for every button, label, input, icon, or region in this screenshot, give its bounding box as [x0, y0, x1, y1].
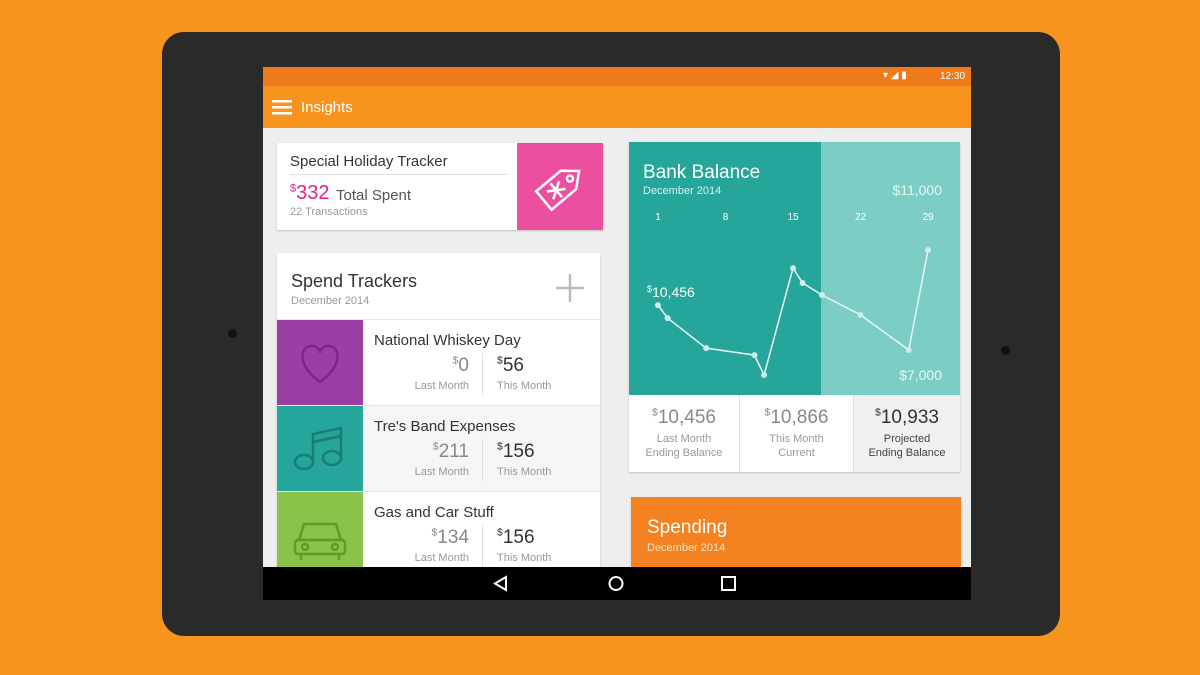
amount: 56 [502, 355, 524, 376]
clock: 12:30 [940, 71, 966, 82]
sensor [1001, 346, 1010, 355]
stats-divider [739, 395, 740, 472]
app-bar: Insights [263, 86, 971, 128]
amount-value: $156 [497, 441, 535, 463]
tracker-name: Tre's Band Expenses [374, 418, 516, 435]
back-button[interactable] [493, 575, 507, 592]
stats-divider [853, 395, 854, 472]
tracker-row[interactable]: Gas and Car Stuff $134 Last Month $156 This … [277, 491, 600, 578]
holiday-card[interactable]: Special Holiday Tracker $332 Total Spent… [277, 143, 603, 230]
tracker-label: Last Month [414, 552, 469, 564]
tracker-label: This Month [497, 552, 552, 564]
amount-value: $156 [497, 527, 535, 549]
home-button[interactable] [608, 576, 624, 591]
holiday-label: Total Spent [336, 187, 412, 204]
bank-title: Bank Balance [643, 162, 761, 183]
holiday-icon [517, 143, 603, 230]
status-bar: ▾ ◢ ▮ 12:30 [263, 67, 971, 86]
amount: 0 [458, 355, 469, 376]
amount: 332 [296, 182, 330, 204]
amount-value: $0 [453, 355, 469, 377]
add-button[interactable] [555, 273, 585, 303]
amount-value: $10,866 [740, 407, 853, 429]
spending-card[interactable]: Spending December 2014 [631, 497, 961, 577]
stat: $10,456 Last Month Ending Balance [629, 395, 739, 472]
currency: $ [290, 182, 297, 195]
nav-icons [493, 575, 736, 592]
bank-balance-card: Bank Balance December 2014 $10,456 Last M… [629, 142, 960, 472]
tracker-icon [277, 406, 363, 492]
amount: 156 [502, 527, 535, 548]
camera [228, 329, 237, 338]
amount: 10,933 [880, 407, 939, 428]
tracker-label: This Month [497, 380, 552, 392]
tracker-label: This Month [497, 466, 552, 478]
chart-future-bg [821, 142, 960, 395]
screen: ▾ ◢ ▮ 12:30 Insights Special Holiday Tra… [263, 67, 971, 600]
holiday-transactions: 22 Transactions [290, 206, 368, 218]
status-icons: ▾ ◢ ▮ [883, 70, 907, 81]
divider [482, 353, 483, 395]
amount: 10,456 [657, 407, 716, 428]
tracker-icon [277, 492, 363, 578]
tracker-row[interactable]: National Whiskey Day $0 Last Month $56 This … [277, 319, 600, 406]
divider [482, 439, 483, 481]
stat-label: Ending Balance [868, 447, 946, 459]
amount-value: $211 [433, 441, 469, 463]
tracker-label: Last Month [414, 466, 469, 478]
currency: $ [875, 407, 881, 419]
holiday-amount: $332 [290, 182, 330, 205]
amount: 134 [437, 527, 469, 548]
currency: $ [497, 527, 503, 539]
tracker-icon [277, 320, 363, 406]
divider [482, 525, 483, 567]
nav-bar [263, 567, 971, 600]
amount: 156 [502, 441, 535, 462]
tracker-label: Last Month [414, 380, 469, 392]
amount: 211 [438, 441, 469, 462]
trackers-title: Spend Trackers [291, 271, 418, 291]
currency: $ [652, 407, 658, 419]
spend-trackers-card: Spend Trackers December 2014 National Wh… [277, 253, 600, 578]
trackers-subtitle: December 2014 [291, 295, 370, 307]
currency: $ [431, 527, 438, 539]
currency: $ [452, 355, 459, 367]
amount-value: $10,933 [854, 407, 960, 429]
amount-value: $134 [431, 527, 469, 549]
stat-label: Ending Balance [645, 447, 723, 459]
currency: $ [764, 407, 771, 419]
stat-label: This Month [769, 433, 824, 445]
tracker-name: Gas and Car Stuff [374, 504, 494, 521]
recents-button[interactable] [721, 576, 736, 591]
currency: $ [497, 355, 503, 367]
app-title: Insights [301, 99, 353, 116]
stat-label: Last Month [656, 433, 712, 445]
currency: $ [432, 441, 439, 453]
bank-subtitle: December 2014 [643, 185, 722, 197]
amount: 10,866 [770, 407, 829, 428]
tracker-row[interactable]: Tre's Band Expenses $211 Last Month $156 Thi… [277, 405, 600, 492]
stats-highlight [853, 395, 960, 472]
holiday-title: Special Holiday Tracker [290, 153, 448, 170]
tracker-name: National Whiskey Day [374, 332, 521, 349]
spending-title: Spending [647, 517, 728, 538]
divider [290, 174, 507, 175]
amount-value: $56 [497, 355, 524, 377]
spending-subtitle: December 2014 [647, 542, 726, 554]
currency: $ [497, 441, 503, 453]
stat: $10,933 Projected Ending Balance [854, 395, 960, 472]
stat: $10,866 This Month Current [740, 395, 853, 472]
menu-icon[interactable] [272, 99, 292, 115]
amount-value: $10,456 [629, 407, 739, 429]
stat-label: Projected [883, 433, 931, 445]
stat-label: Current [778, 447, 815, 459]
